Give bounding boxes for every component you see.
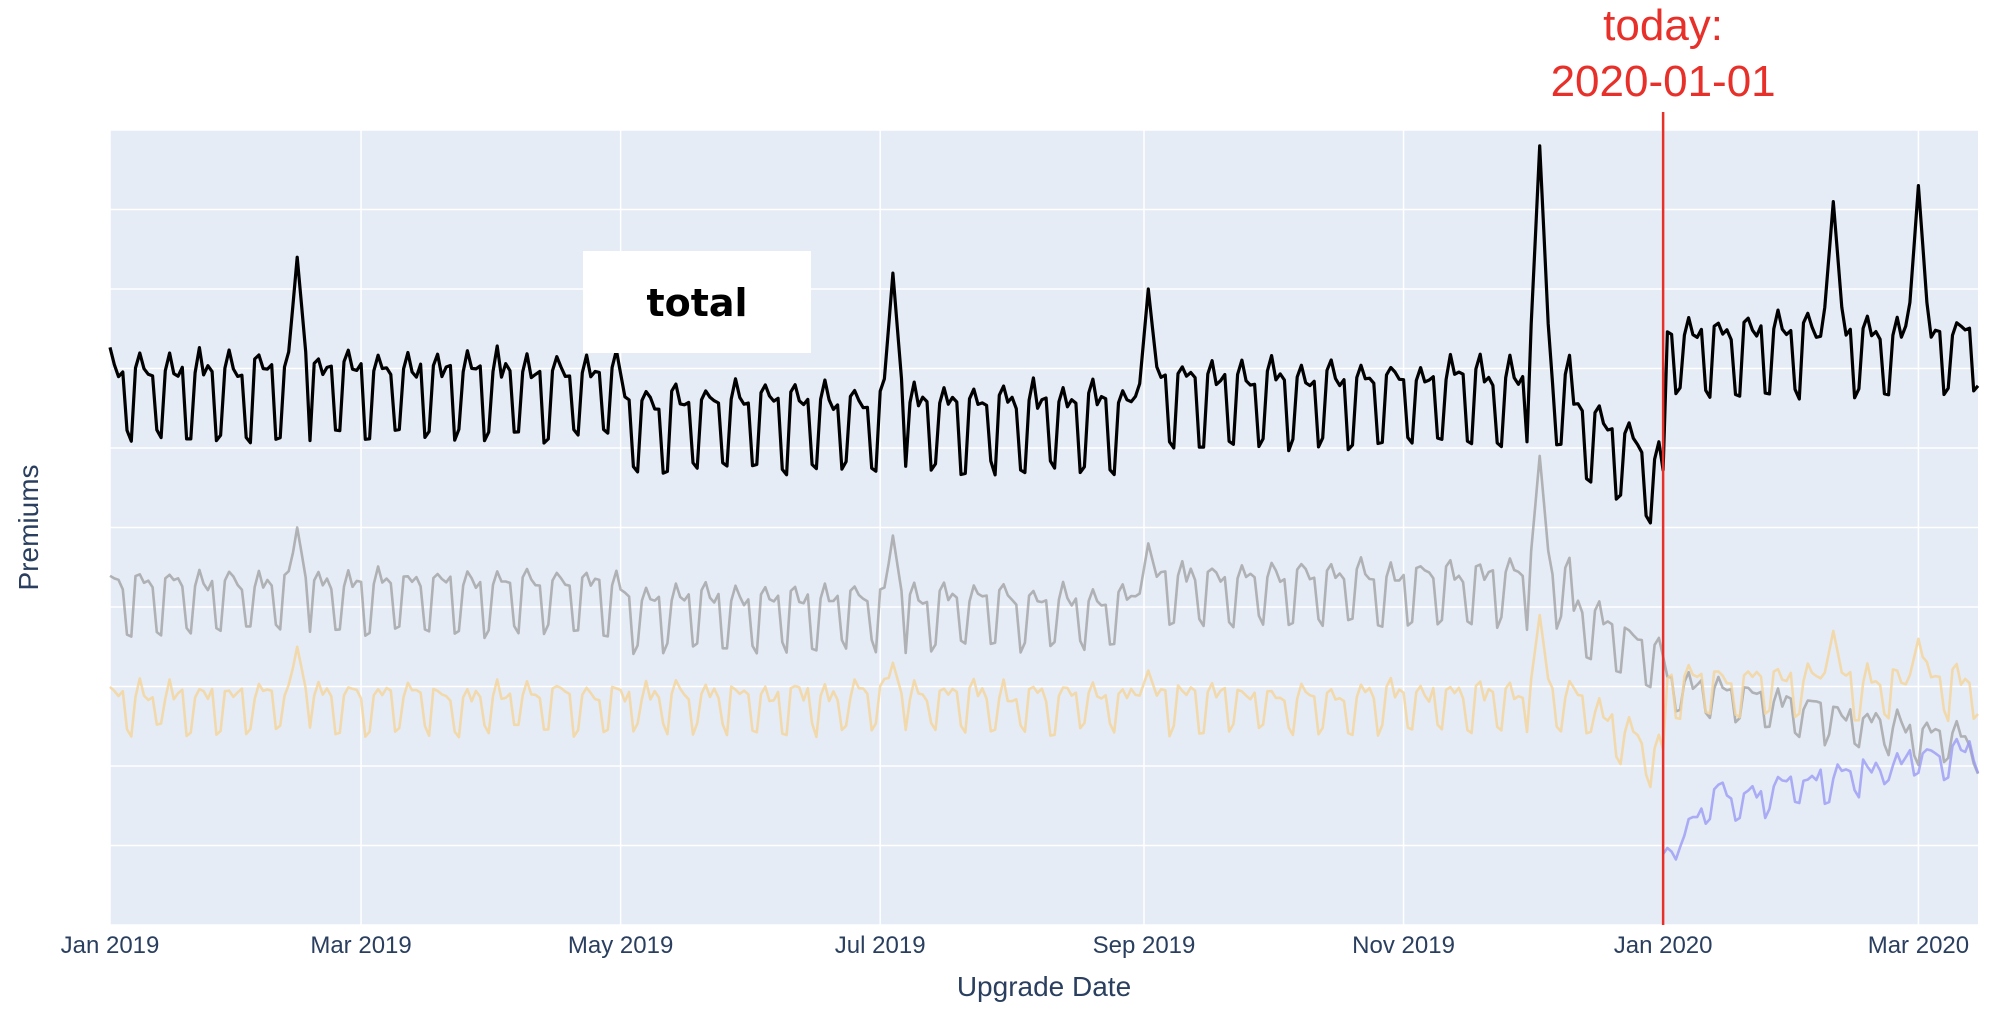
x-tick-label: May 2019 [568, 932, 673, 959]
legend-label: total [646, 281, 747, 325]
today-date-label: 2020-01-01 [1551, 57, 1776, 106]
x-axis-ticks: Jan 2019 Mar 2019 May 2019 Jul 2019 Sep 2019… [61, 932, 1970, 959]
series-line-2 [109, 613, 1979, 789]
x-axis-title: Upgrade Date [957, 971, 1131, 1002]
legend-box: total [583, 251, 811, 353]
y-axis-title: Premiums [13, 464, 44, 590]
series-lines [108, 144, 1980, 861]
x-tick-label: Jan 2020 [1614, 932, 1713, 959]
legend-background [583, 251, 811, 353]
today-label: today: [1603, 1, 1723, 50]
x-tick-label: Sep 2019 [1093, 932, 1196, 959]
x-tick-label: Nov 2019 [1352, 932, 1455, 959]
x-tick-label: Jan 2019 [61, 932, 160, 959]
x-tick-label: Mar 2019 [310, 932, 411, 959]
x-tick-label: Mar 2020 [1868, 932, 1969, 959]
series-line-3 [1662, 737, 1980, 861]
x-tick-label: Jul 2019 [835, 932, 926, 959]
series-line-0 [108, 144, 1980, 525]
today-annotation: today: 2020-01-01 [1551, 1, 1776, 925]
series-line-1 [109, 454, 1980, 775]
